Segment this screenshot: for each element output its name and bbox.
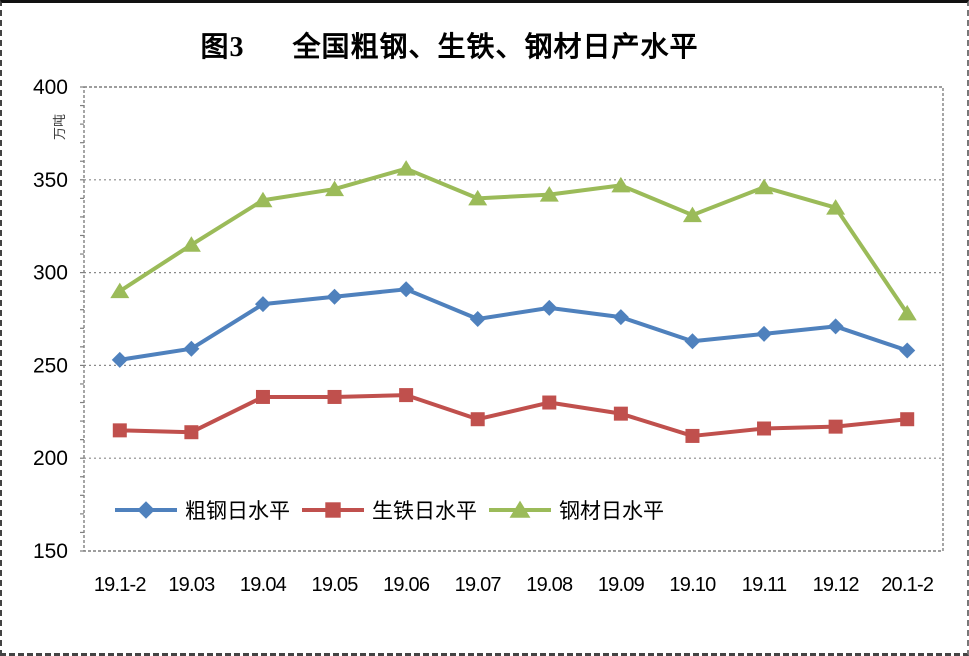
data-point-s2-2	[253, 191, 273, 208]
legend-marker-0	[137, 501, 155, 519]
y-tick-label: 350	[33, 169, 68, 192]
x-tick-label: 19.08	[526, 574, 573, 596]
data-point-s1-2	[255, 389, 270, 404]
legend-label-1: 生铁日水平	[372, 500, 477, 523]
y-tick-label: 300	[33, 262, 68, 285]
x-tick-label: 19.06	[383, 574, 430, 596]
data-point-s1-11	[900, 412, 915, 427]
data-point-s2-6	[539, 186, 559, 202]
data-point-s2-11	[897, 304, 917, 321]
data-point-s1-9	[757, 421, 772, 436]
legend-marker-1	[325, 502, 341, 518]
data-point-s0-10	[827, 318, 844, 335]
data-point-s2-8	[682, 206, 702, 223]
chart-title: 图3 全国粗钢、生铁、钢材日产水平	[200, 32, 699, 63]
data-point-s0-8	[684, 333, 701, 350]
data-point-s1-4	[399, 388, 414, 403]
plot-border	[83, 86, 944, 552]
y-tick-label: 250	[33, 354, 68, 377]
data-point-s2-10	[826, 199, 846, 215]
data-point-s0-0	[111, 351, 128, 368]
data-point-s1-7	[613, 406, 628, 421]
series-line-2	[118, 166, 909, 315]
x-tick-label: 19.12	[813, 574, 860, 596]
legend-marker-2	[509, 500, 531, 518]
data-point-s1-8	[685, 428, 700, 443]
data-point-s0-7	[612, 309, 629, 326]
data-point-s1-0	[112, 423, 127, 438]
x-tick-label: 19.10	[669, 574, 716, 596]
y-tick-label: 200	[33, 447, 68, 470]
data-point-s0-11	[899, 342, 916, 359]
x-tick-label: 19.05	[312, 574, 359, 596]
data-point-s0-6	[541, 299, 558, 316]
y-tick-label: 400	[33, 76, 68, 99]
x-tick-label: 19.09	[598, 574, 645, 596]
y-tick-label: 150	[33, 540, 68, 563]
data-point-s2-7	[611, 176, 631, 193]
data-point-s2-1	[181, 236, 201, 252]
data-point-s2-9	[754, 178, 774, 195]
data-point-s2-0	[110, 282, 130, 299]
series-line-1	[119, 393, 908, 438]
x-tick-label: 19.11	[742, 574, 787, 596]
data-point-s1-10	[828, 419, 843, 434]
y-axis-title: 万吨	[52, 114, 67, 140]
x-tick-label: 19.04	[240, 574, 287, 596]
legend-label-2: 钢材日水平	[559, 500, 664, 523]
x-tick-label: 19.07	[455, 574, 502, 596]
data-point-s0-4	[398, 281, 415, 298]
data-point-s0-2	[254, 296, 271, 313]
data-point-s2-3	[325, 180, 345, 197]
data-point-s2-4	[396, 160, 416, 176]
data-point-s0-5	[469, 311, 486, 327]
data-point-s0-3	[326, 288, 343, 305]
data-point-s1-1	[184, 425, 199, 440]
data-point-s0-1	[183, 340, 200, 357]
legend-label-0: 粗钢日水平	[185, 500, 290, 523]
data-point-s1-6	[542, 395, 557, 410]
data-point-s0-9	[756, 325, 773, 342]
series-line-0	[119, 287, 908, 362]
x-tick-label: 19.1-2	[94, 574, 147, 596]
data-point-s2-5	[468, 189, 488, 206]
x-tick-label: 20.1-2	[881, 574, 934, 596]
x-tick-label: 19.03	[168, 574, 215, 596]
data-point-s1-5	[470, 412, 485, 427]
data-point-s1-3	[327, 389, 342, 404]
line-chart-canvas: 150 200 250 300 350 400 万吨 19.1-2 19.03 19.04 19.0…	[33, 76, 944, 596]
